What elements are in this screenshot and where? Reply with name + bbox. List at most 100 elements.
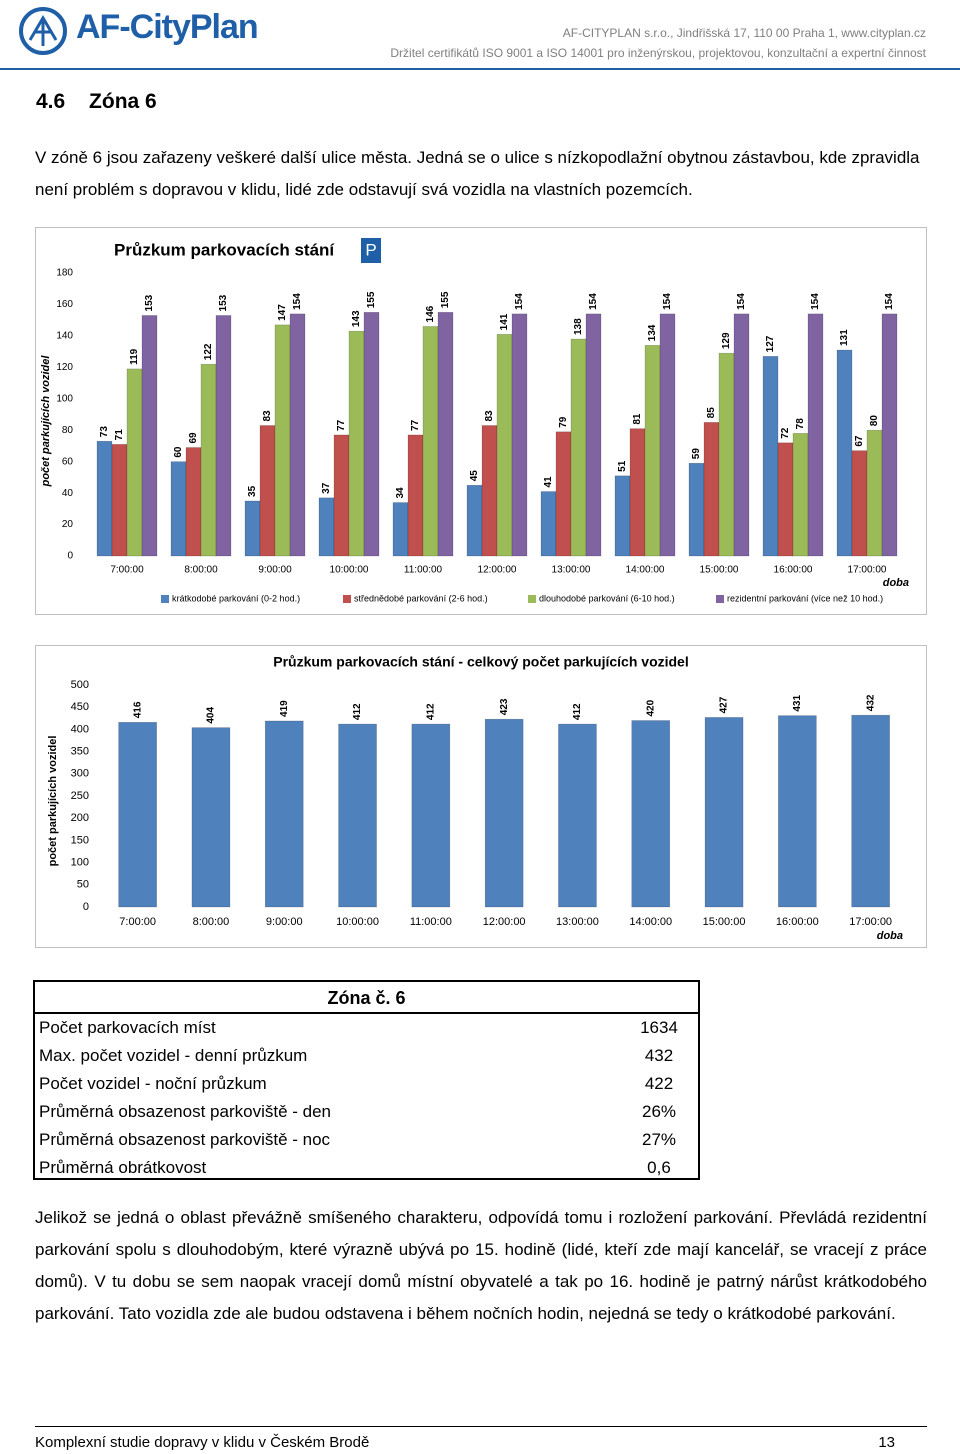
x-tick-label: 10:00:00: [336, 916, 379, 928]
y-tick-label: 0: [67, 551, 73, 562]
table-row: Max. počet vozidel - denní průzkum 432: [35, 1042, 698, 1070]
x-tick-label: 11:00:00: [410, 916, 452, 928]
y-tick-label: 100: [56, 393, 73, 404]
table-label: Průměrná obrátkovost: [39, 1158, 207, 1177]
legend-label: střednědobé parkování (2-6 hod.): [354, 593, 488, 603]
y-tick-label: 300: [71, 768, 89, 780]
legend-label: krátkodobé parkování (0-2 hod.): [172, 593, 300, 603]
bar: [126, 368, 143, 557]
value-label: 420: [645, 699, 656, 716]
table-value: 422: [644, 1074, 674, 1093]
legend-label: rezidentní parkování (více než 10 hod.): [727, 593, 883, 603]
bar: [659, 313, 676, 557]
table-row: Počet parkovacích míst 1634: [35, 1014, 698, 1042]
value-label: 77: [336, 419, 347, 431]
bar: [866, 429, 883, 557]
table-row: Počet vozidel - noční průzkum 422: [35, 1070, 698, 1098]
legend-swatch: [528, 595, 536, 603]
table-label: Průměrná obsazenost parkoviště - noc: [39, 1130, 331, 1149]
y-axis-label: počet parkujících vozidel: [47, 736, 59, 867]
bar: [792, 433, 809, 557]
x-tick-label: 16:00:00: [776, 916, 819, 928]
value-label: 154: [292, 293, 303, 310]
bar: [851, 450, 868, 557]
y-tick-label: 150: [71, 834, 89, 846]
table-row: Průměrná obsazenost parkoviště - noc 27%: [35, 1126, 698, 1154]
value-label: 131: [839, 329, 850, 346]
value-label: 155: [366, 291, 377, 308]
bar: [215, 315, 232, 557]
bar: [762, 356, 779, 557]
x-tick-label: 15:00:00: [700, 565, 739, 576]
bar: [484, 718, 524, 908]
table-label: Max. počet vozidel - denní průzkum: [39, 1046, 308, 1065]
bar: [570, 338, 587, 557]
bar: [466, 484, 483, 557]
value-label: 72: [780, 427, 791, 439]
y-axis-label: počet parkujících vozidel: [40, 355, 52, 488]
value-label: 412: [425, 703, 436, 720]
y-tick-label: 180: [56, 268, 73, 279]
value-label: 78: [795, 418, 806, 430]
footer-text: Komplexní studie dopravy v klidu v České…: [35, 1434, 370, 1451]
value-label: 45: [469, 470, 480, 482]
x-tick-label: 10:00:00: [330, 565, 369, 576]
bar: [338, 723, 377, 908]
table-value: 26%: [641, 1102, 677, 1121]
bar: [118, 721, 157, 908]
footer-rule: [35, 1426, 927, 1427]
y-tick-label: 50: [77, 879, 89, 891]
y-tick-label: 140: [56, 331, 73, 342]
chart-title: Průzkum parkovacích stání: [114, 240, 335, 259]
bar: [718, 352, 735, 557]
table-title: Zóna č. 6: [35, 982, 698, 1014]
bar: [631, 720, 671, 908]
value-label: 127: [765, 335, 776, 352]
x-tick-label: 8:00:00: [184, 565, 218, 576]
value-label: 141: [499, 313, 510, 330]
value-label: 83: [484, 410, 495, 422]
value-label: 81: [632, 413, 643, 425]
value-label: 146: [425, 305, 436, 322]
y-tick-label: 500: [71, 679, 89, 691]
chart: Průzkum parkovacích stání - celkový poče…: [47, 654, 903, 942]
y-tick-label: 80: [62, 425, 74, 436]
bar: [363, 312, 380, 557]
value-label: 416: [132, 701, 143, 718]
value-label: 77: [410, 419, 421, 431]
bar: [96, 440, 113, 557]
value-label: 80: [869, 415, 880, 427]
bar: [558, 723, 597, 908]
section-heading: 4.6 Zóna 6: [36, 90, 157, 114]
table-value: 1634: [640, 1018, 678, 1037]
y-tick-label: 450: [71, 701, 89, 713]
value-label: 154: [588, 293, 599, 310]
bar: [851, 714, 890, 908]
value-label: 431: [792, 695, 803, 712]
x-tick-label: 16:00:00: [774, 565, 813, 576]
header-address: AF-CITYPLAN s.r.o., Jindřišská 17, 110 0…: [562, 26, 926, 40]
bar: [688, 462, 705, 557]
bar: [733, 313, 750, 557]
section-title: Zóna 6: [89, 90, 157, 113]
chart-title: Průzkum parkovacích stání - celkový poče…: [273, 654, 688, 670]
header-certificate: Držitel certifikátů ISO 9001 a ISO 14001…: [390, 46, 926, 60]
bar: [704, 717, 744, 908]
value-label: 155: [440, 291, 451, 308]
y-tick-label: 100: [71, 857, 89, 869]
y-tick-label: 20: [62, 519, 74, 530]
x-tick-label: 17:00:00: [848, 565, 887, 576]
legend-swatch: [343, 595, 351, 603]
x-tick-label: 14:00:00: [626, 565, 665, 576]
value-label: 153: [144, 294, 155, 311]
legend-swatch: [716, 595, 724, 603]
bar: [407, 434, 424, 557]
x-tick-label: 9:00:00: [266, 916, 303, 928]
header-rule: [0, 68, 960, 70]
bar: [264, 720, 304, 908]
value-label: 154: [884, 293, 895, 310]
value-label: 427: [719, 696, 730, 713]
